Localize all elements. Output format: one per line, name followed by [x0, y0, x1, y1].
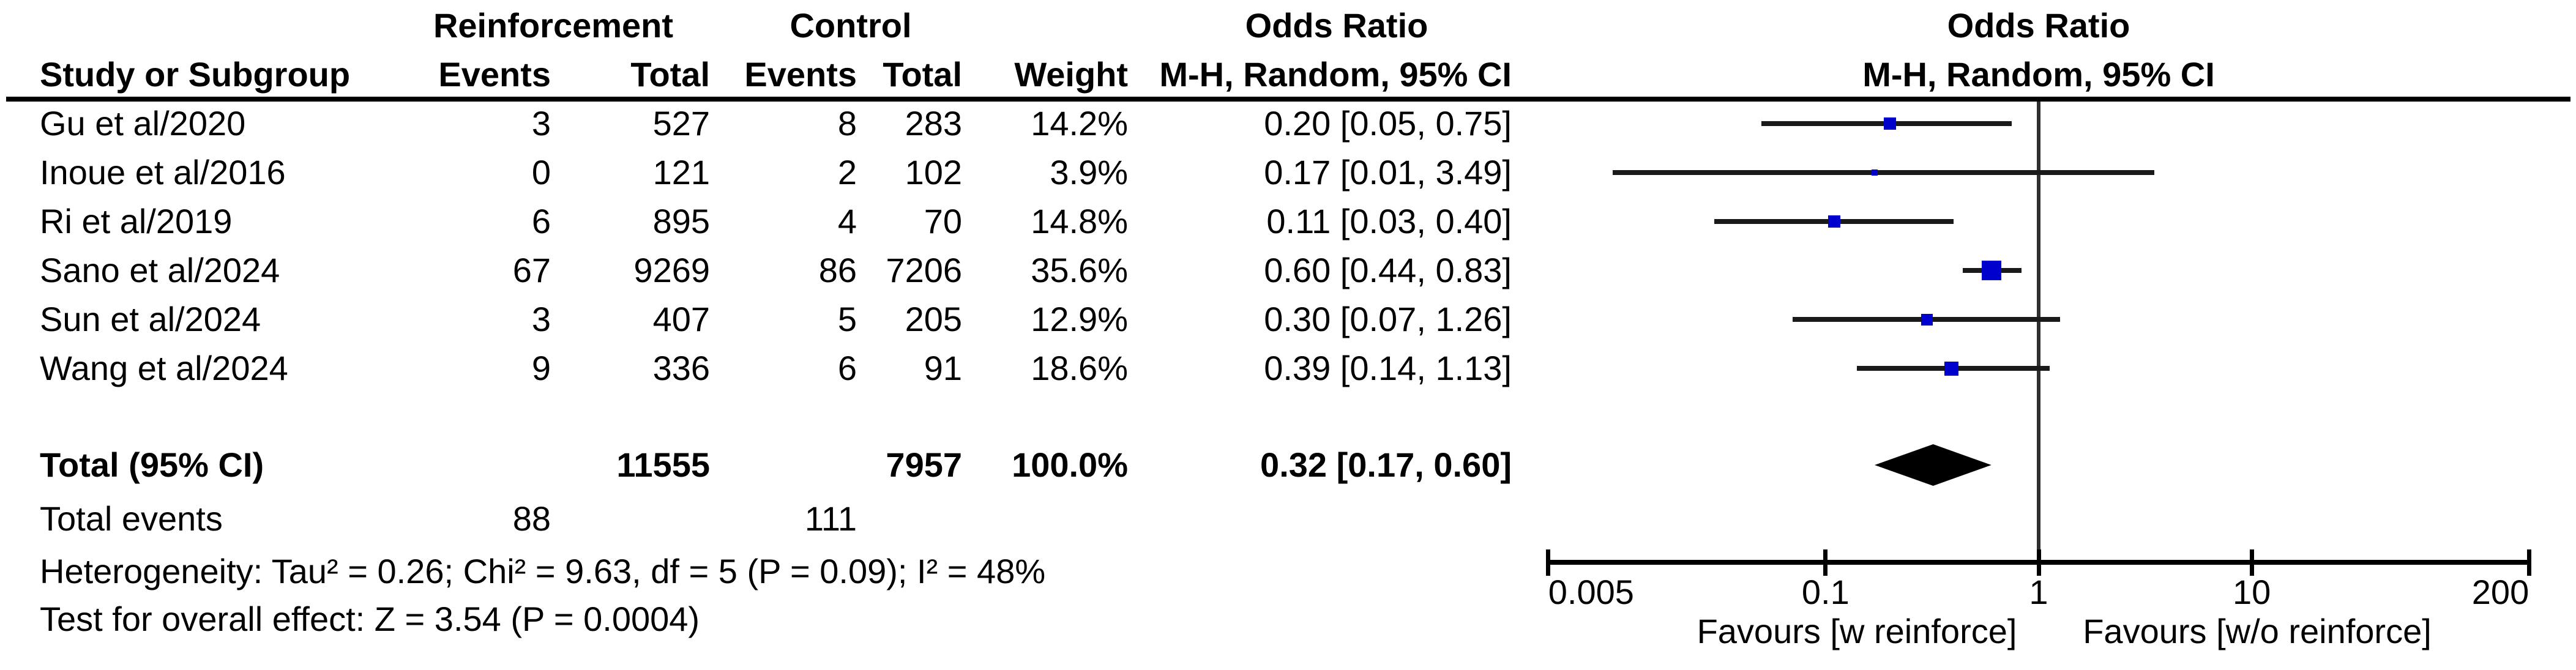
total-events-label: Total events — [40, 499, 223, 538]
study-ci-value: 0.17 [0.01, 3.49] — [1264, 153, 1512, 192]
effect-square — [1872, 169, 1878, 176]
effect-square — [1883, 117, 1896, 130]
study-events-control: 8 — [837, 104, 857, 143]
study-events-reinforcement: 67 — [512, 251, 551, 289]
effect-square — [1981, 261, 2001, 280]
study-total-control: 283 — [905, 104, 962, 143]
study-events-control: 86 — [818, 251, 857, 289]
x-axis-tick-label: 0.005 — [1548, 573, 1634, 611]
x-axis-tick-label: 0.1 — [1801, 573, 1850, 611]
study-total-reinforcement: 407 — [652, 300, 710, 338]
study-ci-value: 0.39 [0.14, 1.13] — [1264, 349, 1512, 387]
study-total-control: 7206 — [886, 251, 962, 289]
study-total-reinforcement: 9269 — [633, 251, 710, 289]
x-axis-tick-label: 200 — [2471, 573, 2529, 611]
study-weight: 3.9% — [1050, 153, 1128, 192]
study-events-reinforcement: 3 — [531, 104, 551, 143]
study-events-control: 5 — [837, 300, 857, 338]
overall-effect-stats: Test for overall effect: Z = 3.54 (P = 0… — [40, 600, 700, 638]
study-name: Wang et al/2024 — [40, 349, 288, 387]
column-header-weight: Weight — [1014, 55, 1128, 94]
study-events-control: 6 — [837, 349, 857, 387]
x-axis-tick — [2036, 549, 2041, 576]
header-rule — [6, 97, 2570, 102]
study-weight: 12.9% — [1031, 300, 1128, 338]
group-header-odds-ratio-column: Odds Ratio — [1245, 6, 1428, 45]
study-total-control: 91 — [924, 349, 962, 387]
total-events-reinforcement: 88 — [512, 499, 551, 538]
total-ci-value: 0.32 [0.17, 0.60] — [1260, 445, 1512, 484]
study-events-reinforcement: 9 — [531, 349, 551, 387]
column-header-events-control: Events — [744, 55, 857, 94]
group-header-reinforcement: Reinforcement — [433, 6, 674, 45]
column-header-total-reinforcement: Total — [630, 55, 710, 94]
study-total-control: 205 — [905, 300, 962, 338]
column-header-study: Study or Subgroup — [40, 55, 351, 94]
study-ci-value: 0.20 [0.05, 0.75] — [1264, 104, 1512, 143]
study-events-reinforcement: 0 — [531, 153, 551, 192]
summary-diamond — [1875, 444, 1992, 486]
total-weight: 100.0% — [1012, 445, 1128, 484]
study-events-control: 4 — [837, 202, 857, 240]
study-events-reinforcement: 3 — [531, 300, 551, 338]
x-axis-tick — [2249, 549, 2254, 576]
total-reinforcement-n: 11555 — [616, 445, 710, 484]
effect-square — [1921, 313, 1933, 326]
study-total-reinforcement: 121 — [652, 153, 710, 192]
study-total-control: 70 — [924, 202, 962, 240]
ci-line — [1612, 170, 2154, 175]
study-name: Inoue et al/2016 — [40, 153, 286, 192]
study-weight: 14.2% — [1031, 104, 1128, 143]
study-name: Gu et al/2020 — [40, 104, 246, 143]
study-ci-value: 0.11 [0.03, 0.40] — [1266, 202, 1512, 240]
study-name: Ri et al/2019 — [40, 202, 233, 240]
study-weight: 35.6% — [1031, 251, 1128, 289]
group-header-odds-ratio-plot: Odds Ratio — [1947, 6, 2130, 45]
column-header-events-reinforcement: Events — [438, 55, 551, 94]
x-axis-tick — [1546, 549, 1551, 576]
total-events-control: 111 — [804, 499, 857, 538]
total-control-n: 7957 — [886, 445, 962, 484]
study-total-reinforcement: 895 — [652, 202, 710, 240]
favours-right-label: Favours [w/o reinforce] — [2083, 612, 2432, 650]
x-axis-tick-label: 1 — [2029, 573, 2048, 611]
column-header-mh-ci: M-H, Random, 95% CI — [1159, 55, 1512, 94]
total-row-label: Total (95% CI) — [40, 445, 264, 484]
study-events-control: 2 — [837, 153, 857, 192]
study-ci-value: 0.30 [0.07, 1.26] — [1264, 300, 1512, 338]
study-total-control: 102 — [905, 153, 962, 192]
column-header-total-control: Total — [883, 55, 962, 94]
x-axis-tick — [2526, 549, 2531, 576]
favours-left-label: Favours [w reinforce] — [1697, 612, 2017, 650]
x-axis-tick — [1823, 549, 1828, 576]
plot-header-mh-ci: M-H, Random, 95% CI — [1862, 55, 2215, 94]
effect-square — [1944, 361, 1959, 376]
study-name: Sun et al/2024 — [40, 300, 261, 338]
x-axis-tick-label: 10 — [2233, 573, 2271, 611]
study-ci-value: 0.60 [0.44, 0.83] — [1264, 251, 1512, 289]
null-effect-line — [2037, 102, 2040, 565]
group-header-control: Control — [790, 6, 912, 45]
heterogeneity-stats: Heterogeneity: Tau² = 0.26; Chi² = 9.63,… — [40, 552, 1046, 590]
summary-diamond-shape — [1875, 444, 1992, 486]
effect-square — [1828, 215, 1841, 228]
study-events-reinforcement: 6 — [531, 202, 551, 240]
study-total-reinforcement: 336 — [652, 349, 710, 387]
study-weight: 14.8% — [1031, 202, 1128, 240]
study-weight: 18.6% — [1031, 349, 1128, 387]
study-name: Sano et al/2024 — [40, 251, 280, 289]
study-total-reinforcement: 527 — [652, 104, 710, 143]
